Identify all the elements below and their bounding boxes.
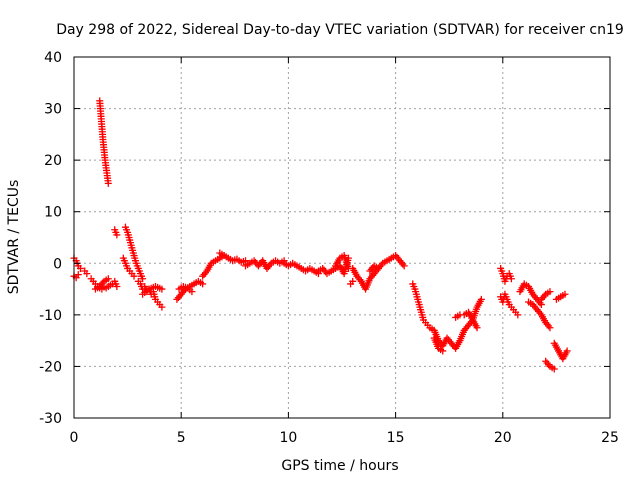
data-point [158,285,166,293]
y-tick-label: 20 [44,153,62,169]
data-point [113,282,121,290]
y-tick-label: -10 [39,308,62,324]
data-point [477,295,485,303]
data-point [76,264,84,272]
data-point [220,252,228,260]
x-tick-label: 25 [601,430,619,446]
data-point [561,290,569,298]
data-point [199,280,207,288]
data-point [104,275,112,283]
data-point [546,324,554,332]
plot-frame [73,56,611,419]
data-point [546,288,554,296]
data-point [400,262,408,270]
data-point [563,347,571,355]
y-tick-label: 0 [53,256,62,272]
data-point [349,277,357,285]
data-point [83,270,91,278]
data-point [158,303,166,311]
x-tick-label: 0 [70,430,79,446]
chart-title: Day 298 of 2022, Sidereal Day-to-day VTE… [56,22,624,38]
data-point [550,365,558,373]
data-point [507,275,515,283]
x-axis-label: GPS time / hours [281,458,398,474]
data-point [439,347,447,355]
x-axis: 0 5 10 15 20 25 [70,57,619,446]
x-tick-label: 5 [177,430,186,446]
data-point [130,272,138,280]
data-point [104,179,112,187]
data-point [473,324,481,332]
y-tick-label: 40 [44,50,62,66]
data-point [514,311,522,319]
y-axis: -30 -20 -10 0 10 20 30 40 [39,50,610,427]
x-tick-label: 10 [279,430,297,446]
y-axis-label: SDTVAR / TECUs [6,180,22,295]
y-tick-label: 30 [44,102,62,118]
x-tick-label: 15 [387,430,405,446]
y-tick-label: 10 [44,205,62,221]
data-point [74,271,82,279]
data-point [188,288,196,296]
data-points [70,97,571,373]
data-point [113,231,121,239]
y-tick-label: -20 [39,359,62,375]
data-point [139,275,147,283]
x-tick-label: 20 [494,430,512,446]
grid-lines [74,57,610,418]
y-tick-label: -30 [39,411,62,427]
